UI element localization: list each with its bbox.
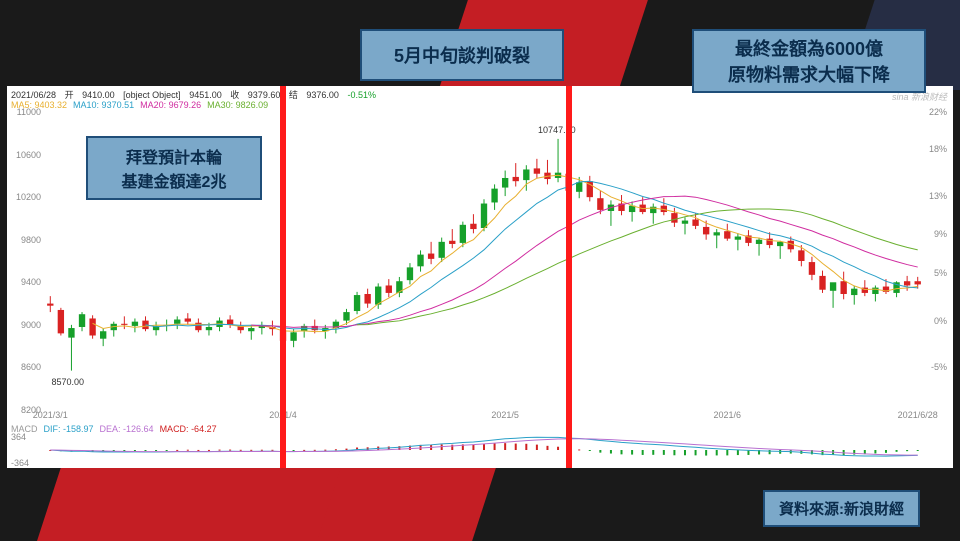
open-label: 开: [65, 90, 74, 100]
ma-legend-item: MA20: 9679.26: [140, 100, 201, 110]
high-value: 9451.00: [189, 90, 222, 100]
x-tick: 2021/6/28: [898, 410, 938, 420]
y2-tick: 0%: [919, 316, 947, 326]
macd-legend-item: DIF: -158.97: [44, 424, 94, 434]
macd-y-axis-low: -364: [11, 458, 29, 468]
callout-right-line2: 原物料需求大幅下降: [694, 61, 924, 87]
ma-legend: MA5: 9403.32MA10: 9370.51MA20: 9679.26MA…: [11, 100, 274, 110]
callout-right: 最終金額為6000億 原物料需求大幅下降: [692, 29, 926, 93]
high-label: [object Object]: [123, 90, 181, 100]
callout-middle-line1: 5月中旬談判破裂: [362, 42, 562, 68]
y-tick: 9000: [11, 320, 41, 330]
y-axis: 82008600900094009800102001060011000: [11, 112, 45, 410]
y-tick: 9800: [11, 235, 41, 245]
callout-right-line1: 最終金額為6000億: [694, 35, 924, 61]
macd-legend: MACDDIF: -158.97DEA: -126.64MACD: -64.27: [11, 424, 223, 434]
y2-tick: 22%: [919, 107, 947, 117]
x-tick: 2021/5: [491, 410, 519, 420]
settle-value: 9376.00: [306, 90, 339, 100]
price-label: 8570.00: [51, 377, 84, 387]
y-tick: 11000: [11, 107, 41, 117]
x-tick: 2021/6: [714, 410, 742, 420]
y-tick: 9400: [11, 277, 41, 287]
y2-tick: 9%: [919, 229, 947, 239]
y2-tick: 5%: [919, 268, 947, 278]
callout-left-line2: 基建金額達2兆: [88, 168, 260, 192]
x-tick: 2021/3/1: [33, 410, 68, 420]
pct-change: -0.51%: [347, 90, 376, 100]
macd-legend-item: MACD: -64.27: [160, 424, 217, 434]
macd-y-axis: 364: [11, 432, 26, 442]
open-value: 9410.00: [82, 90, 115, 100]
close-label: 收: [230, 90, 239, 100]
settle-label: 结: [289, 90, 298, 100]
divider-line: [566, 86, 572, 468]
callout-middle: 5月中旬談判破裂: [360, 29, 564, 81]
ma-legend-item: MA10: 9370.51: [73, 100, 134, 110]
ma-legend-item: MA30: 9826.09: [207, 100, 268, 110]
y-tick: 10200: [11, 192, 41, 202]
y2-tick: 13%: [919, 191, 947, 201]
y-tick: 10600: [11, 150, 41, 160]
source-label: 資料來源:新浪財經: [763, 490, 920, 527]
divider-line: [280, 86, 286, 468]
macd-plot: [45, 436, 923, 464]
y2-tick: -5%: [919, 362, 947, 372]
y-tick: 8600: [11, 362, 41, 372]
y2-tick: 18%: [919, 144, 947, 154]
close-value: 9379.60: [248, 90, 281, 100]
callout-left-line1: 拜登預計本輪: [88, 144, 260, 168]
bg-accent-red-2: [37, 461, 343, 541]
callout-left: 拜登預計本輪 基建金額達2兆: [86, 136, 262, 200]
y-axis-right: -5%0%5%9%13%18%22%: [919, 112, 949, 410]
macd-legend-item: DEA: -126.64: [100, 424, 154, 434]
chart-date: 2021/06/28: [11, 90, 56, 100]
x-axis: 2021/3/12021/42021/52021/62021/6/28: [45, 410, 923, 424]
